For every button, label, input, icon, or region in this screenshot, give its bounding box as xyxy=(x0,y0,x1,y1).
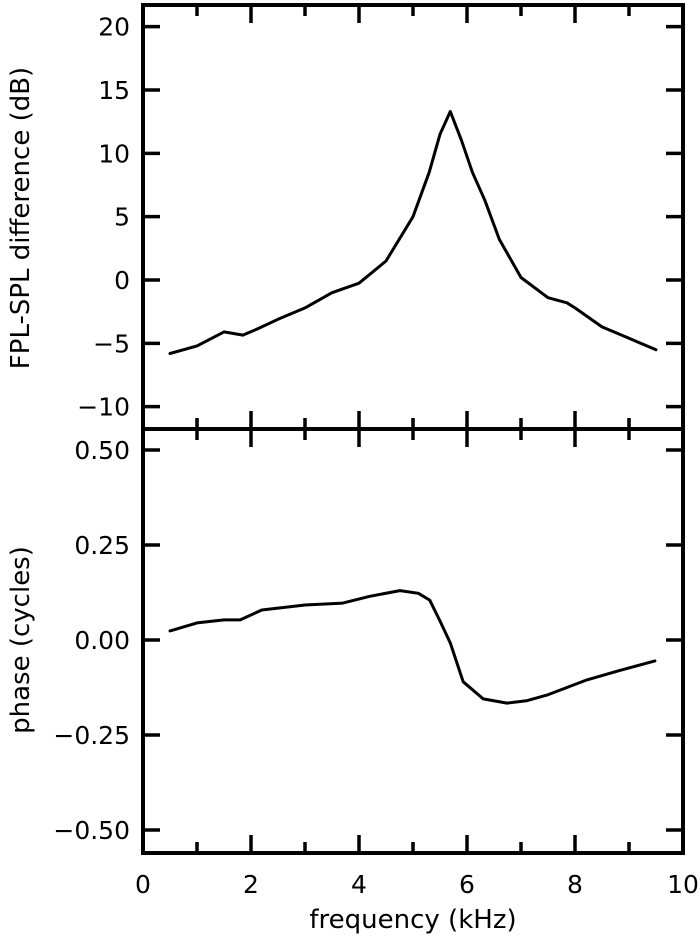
x-tick-label: 4 xyxy=(351,870,367,899)
y-tick-label: 0 xyxy=(114,266,130,295)
x-tick-label: 0 xyxy=(135,870,151,899)
x-tick-label: 10 xyxy=(667,870,699,899)
x-axis-title: frequency (kHz) xyxy=(309,905,516,935)
plot-frame xyxy=(141,3,685,855)
fpl-spl-curve xyxy=(168,110,658,355)
x-tick-label: 2 xyxy=(243,870,259,899)
x-tick-label: 6 xyxy=(459,870,475,899)
x-axis: 0 2 4 6 8 10 xyxy=(135,870,699,899)
y-tick-label: −5 xyxy=(93,329,130,358)
phase-curve xyxy=(168,589,657,705)
y-tick-label: 15 xyxy=(98,76,130,105)
bottom-panel: 0.50 0.25 0.00 −0.25 −0.50 xyxy=(53,436,683,845)
y-tick-label: 0.50 xyxy=(74,436,130,465)
top-panel: 20 15 10 5 0 −5 −10 xyxy=(77,13,683,422)
y-axis-title-top: FPL-SPL difference (dB) xyxy=(6,67,36,369)
y-tick-label: −0.25 xyxy=(53,721,130,750)
y-tick-label: 20 xyxy=(98,13,130,42)
y-tick-label: 5 xyxy=(114,203,130,232)
y-tick-label: 0.00 xyxy=(74,626,130,655)
y-tick-label: −0.50 xyxy=(53,816,130,845)
y-tick-label: 0.25 xyxy=(74,531,130,560)
y-tick-label: −10 xyxy=(77,393,130,422)
y-axis-title-bottom: phase (cycles) xyxy=(6,546,36,734)
x-tick-label: 8 xyxy=(567,870,583,899)
y-tick-label: 10 xyxy=(98,139,130,168)
